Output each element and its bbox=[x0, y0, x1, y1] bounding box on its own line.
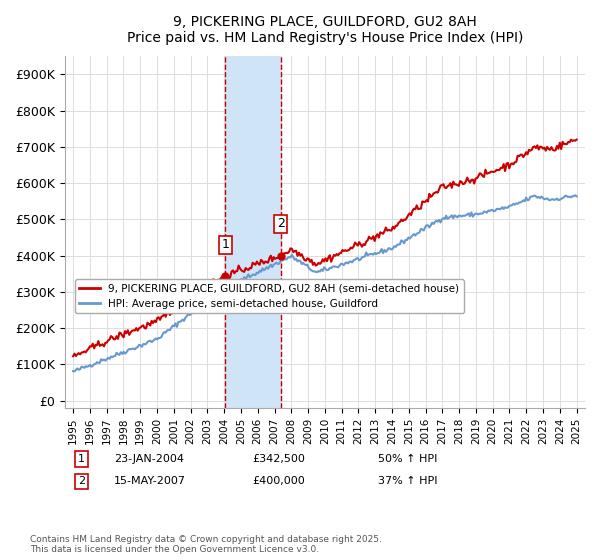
Text: 37% ↑ HPI: 37% ↑ HPI bbox=[378, 477, 437, 487]
Text: 1: 1 bbox=[78, 454, 85, 464]
Text: 23-JAN-2004: 23-JAN-2004 bbox=[114, 454, 184, 464]
Text: £400,000: £400,000 bbox=[252, 477, 305, 487]
Text: 2: 2 bbox=[277, 217, 285, 230]
Bar bbox=[225, 56, 281, 408]
Text: £342,500: £342,500 bbox=[252, 454, 305, 464]
Legend: 9, PICKERING PLACE, GUILDFORD, GU2 8AH (semi-detached house), HPI: Average price: 9, PICKERING PLACE, GUILDFORD, GU2 8AH (… bbox=[75, 279, 464, 313]
Text: 15-MAY-2007: 15-MAY-2007 bbox=[114, 477, 186, 487]
Title: 9, PICKERING PLACE, GUILDFORD, GU2 8AH
Price paid vs. HM Land Registry's House P: 9, PICKERING PLACE, GUILDFORD, GU2 8AH P… bbox=[127, 15, 523, 45]
Text: 50% ↑ HPI: 50% ↑ HPI bbox=[378, 454, 437, 464]
Text: 2: 2 bbox=[78, 477, 85, 487]
Text: 1: 1 bbox=[221, 238, 229, 251]
Text: Contains HM Land Registry data © Crown copyright and database right 2025.
This d: Contains HM Land Registry data © Crown c… bbox=[30, 535, 382, 554]
